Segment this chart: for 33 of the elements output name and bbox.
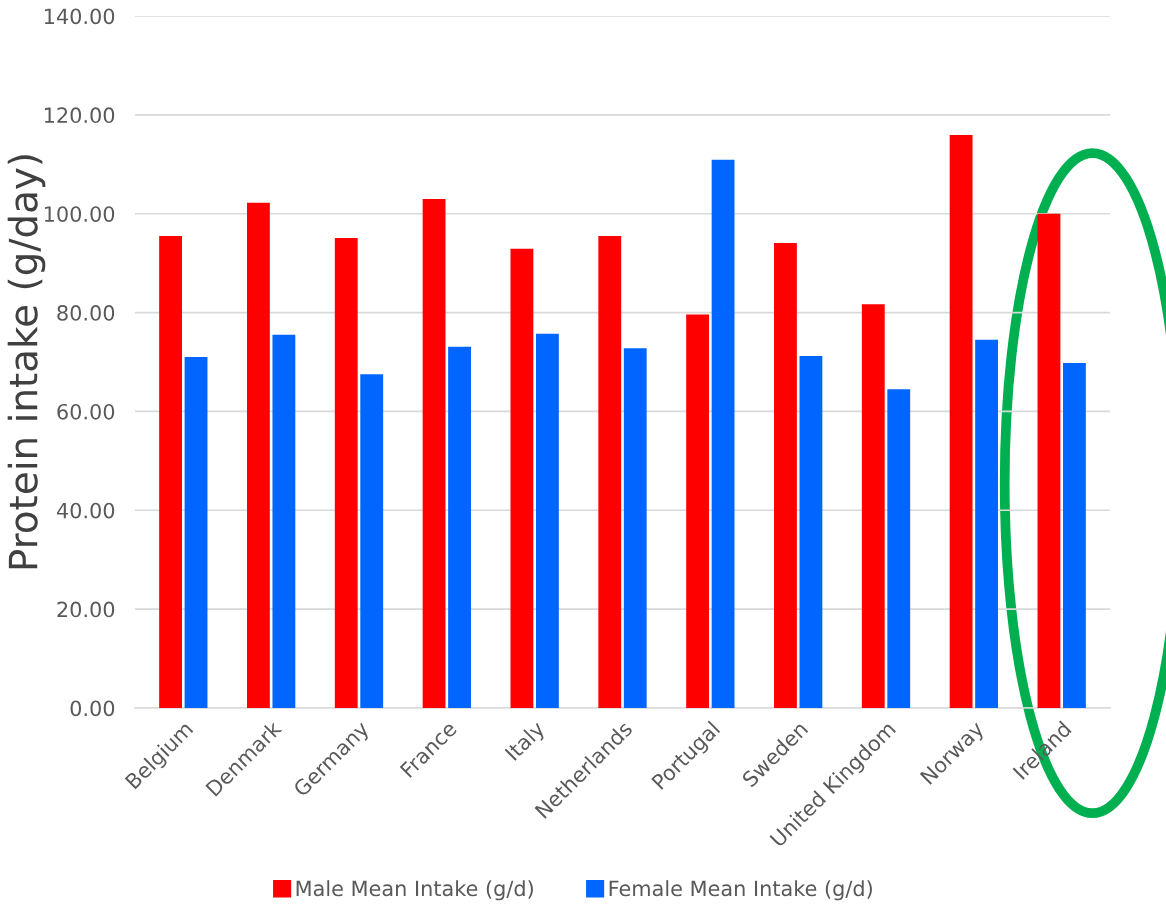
bar <box>861 304 885 708</box>
bar <box>360 374 384 708</box>
y-tick-label: 140.00 <box>44 8 115 25</box>
bar <box>711 159 735 708</box>
bar <box>448 346 471 708</box>
bar <box>887 389 911 708</box>
y-tick-label: 40.00 <box>56 502 115 519</box>
bar <box>774 242 797 708</box>
bar <box>422 198 446 708</box>
y-tick-label: 120.00 <box>44 107 115 124</box>
bar <box>159 235 182 708</box>
y-tick-label: 0.00 <box>70 700 115 717</box>
bar <box>272 334 296 708</box>
bar <box>686 314 710 708</box>
legend-label: Female Mean Intake (g/d) <box>609 880 872 901</box>
y-axis-title: Protein intake (g/day) <box>7 155 46 569</box>
legend-label: Male Mean Intake (g/d) <box>296 880 533 901</box>
y-tick-label: 60.00 <box>57 403 115 420</box>
bar <box>246 202 270 708</box>
bar <box>1037 213 1061 708</box>
y-tick-label: 100.00 <box>44 206 115 222</box>
bar <box>334 237 358 708</box>
bar <box>975 339 999 708</box>
bar <box>598 235 622 708</box>
bar <box>184 357 208 708</box>
bar <box>535 333 559 708</box>
bar <box>510 248 534 708</box>
bar <box>799 356 823 708</box>
y-tick-label: 80.00 <box>57 305 115 321</box>
bar <box>1063 362 1086 708</box>
bar <box>623 348 647 708</box>
y-tick-label: 20.00 <box>57 601 115 618</box>
bar <box>949 135 973 708</box>
